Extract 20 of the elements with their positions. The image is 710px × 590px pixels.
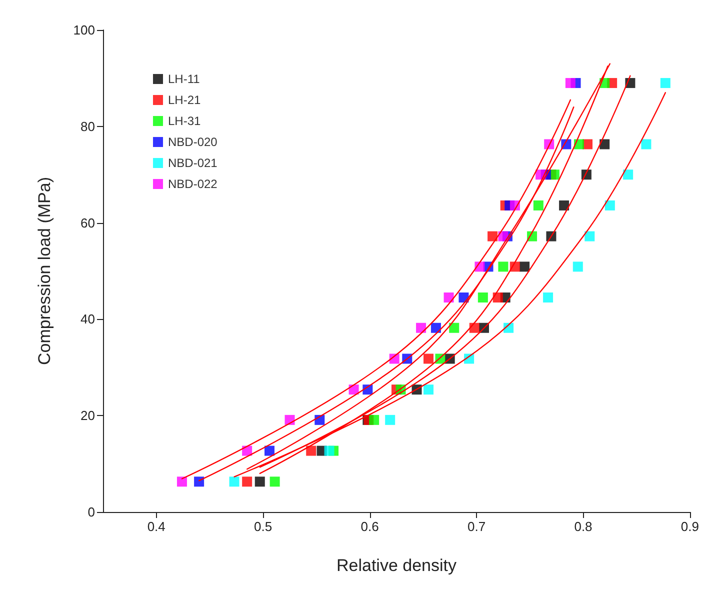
- y-axis-title: Compression load (MPa): [35, 176, 54, 366]
- y-tick-label: 80: [80, 118, 95, 134]
- legend-label: NBD-020: [168, 135, 218, 149]
- x-axis-title: Relative density: [336, 556, 457, 575]
- y-tick-label: 40: [80, 312, 95, 327]
- legend-label: LH-31: [168, 114, 202, 128]
- legend-label: LH-21: [168, 93, 202, 107]
- y-tick-label: 100: [73, 22, 95, 38]
- x-tick-label: 0.5: [254, 519, 272, 534]
- y-tick-label: 20: [80, 408, 95, 424]
- x-tick-label: 0.6: [360, 519, 379, 534]
- x-tick-label: 0.7: [467, 519, 486, 534]
- legend-label: NBD-022: [168, 177, 218, 191]
- x-tick-label: 0.9: [680, 519, 700, 534]
- legend-label: LH-11: [168, 72, 200, 86]
- x-tick-label: 0.4: [147, 519, 166, 534]
- y-tick-label: 0: [88, 504, 95, 520]
- x-tick-label: 0.8: [574, 519, 592, 534]
- legend-label: NBD-021: [168, 156, 218, 170]
- y-tick-label: 60: [80, 215, 95, 230]
